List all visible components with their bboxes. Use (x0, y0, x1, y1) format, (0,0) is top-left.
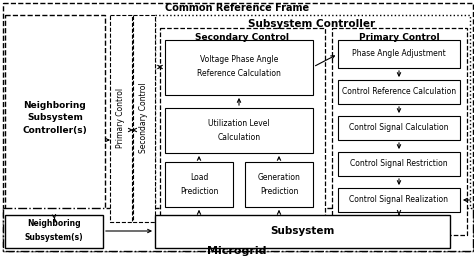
Text: Neighboring: Neighboring (27, 219, 81, 228)
Text: Subsystem(s): Subsystem(s) (25, 234, 83, 242)
Text: Control Reference Calculation: Control Reference Calculation (342, 88, 456, 97)
Text: Subsystem Controller: Subsystem Controller (248, 19, 375, 29)
Bar (3, 208, 473, 251)
Text: Prediction: Prediction (260, 186, 298, 196)
Bar (332, 28, 467, 235)
Text: Reference Calculation: Reference Calculation (197, 69, 281, 78)
Text: Control Signal Calculation: Control Signal Calculation (349, 124, 449, 133)
Bar (5, 215, 103, 248)
Text: Common Reference Frame: Common Reference Frame (165, 3, 309, 13)
Bar (245, 162, 313, 207)
Text: Primary Control: Primary Control (117, 88, 126, 148)
Bar (155, 15, 470, 237)
Bar (338, 40, 460, 68)
Bar (338, 80, 460, 104)
Bar (133, 15, 155, 222)
Bar (5, 15, 105, 222)
Text: Generation: Generation (257, 172, 301, 182)
Text: Voltage Phase Angle: Voltage Phase Angle (200, 55, 278, 64)
Text: Control Signal Restriction: Control Signal Restriction (350, 160, 448, 169)
Text: Secondary Control: Secondary Control (195, 32, 289, 41)
Text: Control Signal Realization: Control Signal Realization (349, 196, 448, 205)
Bar (155, 215, 450, 248)
Text: Phase Angle Adjustment: Phase Angle Adjustment (352, 49, 446, 59)
Bar (338, 188, 460, 212)
Text: Controller(s): Controller(s) (23, 126, 87, 134)
Text: Subsystem: Subsystem (270, 226, 334, 236)
Bar (165, 162, 233, 207)
Bar (338, 116, 460, 140)
Bar (165, 108, 313, 153)
Text: Calculation: Calculation (218, 133, 261, 141)
Text: Microgrid: Microgrid (207, 246, 267, 256)
Text: Subsystem: Subsystem (27, 113, 83, 123)
Text: Prediction: Prediction (180, 186, 218, 196)
Text: Primary Control: Primary Control (359, 32, 439, 41)
Text: Secondary Control: Secondary Control (139, 83, 148, 153)
Bar (338, 152, 460, 176)
Bar (165, 40, 313, 95)
Text: Neighboring: Neighboring (24, 102, 86, 111)
Bar (160, 28, 325, 235)
Bar (110, 15, 132, 222)
Text: Load: Load (190, 172, 208, 182)
Text: Utilization Level: Utilization Level (208, 119, 270, 127)
